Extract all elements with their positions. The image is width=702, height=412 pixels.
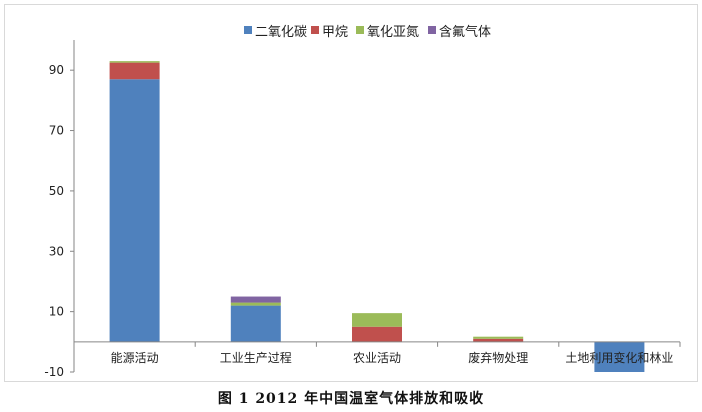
legend-swatch-nitrous-oxide (356, 26, 364, 34)
bar-segment (473, 336, 524, 339)
bar-segment (230, 296, 281, 303)
y-tick-label: -10 (44, 365, 64, 379)
bar-segment (230, 302, 281, 306)
legend-label-methane: 甲烷 (322, 24, 349, 40)
bar-segment (352, 313, 402, 327)
x-tick-label: 能源活动 (111, 351, 159, 365)
x-tick-label: 农业活动 (353, 351, 401, 365)
legend-label-fluorinated-gases: 含氟气体 (439, 24, 492, 40)
y-axis-ticks: -10 10 30 50 70 90 (44, 63, 74, 379)
y-tick-label: 90 (49, 63, 64, 77)
x-axis-ticks: 能源活动 工业生产过程 农业活动 废弃物处理 土地利用变化和林业 (111, 341, 681, 365)
bar-segment (230, 305, 281, 342)
legend-label-nitrous-oxide: 氧化亚氮 (367, 24, 420, 40)
legend-swatch-fluorinated-gases (428, 26, 436, 34)
legend-label-co2: 二氧化碳 (255, 24, 308, 40)
bar-segment (109, 61, 160, 63)
bars (109, 61, 645, 372)
legend-item-nitrous-oxide: 氧化亚氮 (356, 22, 420, 40)
x-tick-label: 土地利用变化和林业 (565, 350, 673, 365)
y-tick-label: 50 (49, 184, 64, 198)
legend-swatch-co2 (244, 26, 252, 34)
x-tick-label: 废弃物处理 (468, 350, 528, 365)
legend-item-fluorinated-gases: 含氟气体 (428, 22, 492, 40)
bar-segment (109, 62, 160, 80)
figure-caption: 图 1 2012 年中国温室气体排放和吸收 (217, 391, 485, 407)
y-tick-label: 10 (49, 305, 64, 319)
bar-chart: -10 10 30 50 70 90 能源活动 工业生产过程 农业活动 废弃物处理 土地利用变化和… (44, 40, 681, 379)
x-tick-label: 工业生产过程 (220, 350, 292, 365)
y-tick-label: 70 (49, 124, 64, 138)
bar-segment (352, 326, 402, 342)
bar-segment (594, 341, 645, 372)
legend-item-co2: 二氧化碳 (244, 22, 308, 40)
legend-swatch-methane (311, 26, 319, 34)
bar-segment (473, 338, 524, 342)
legend-item-methane: 甲烷 (311, 22, 349, 40)
bar-segment (109, 79, 160, 342)
y-tick-label: 30 (49, 244, 64, 258)
